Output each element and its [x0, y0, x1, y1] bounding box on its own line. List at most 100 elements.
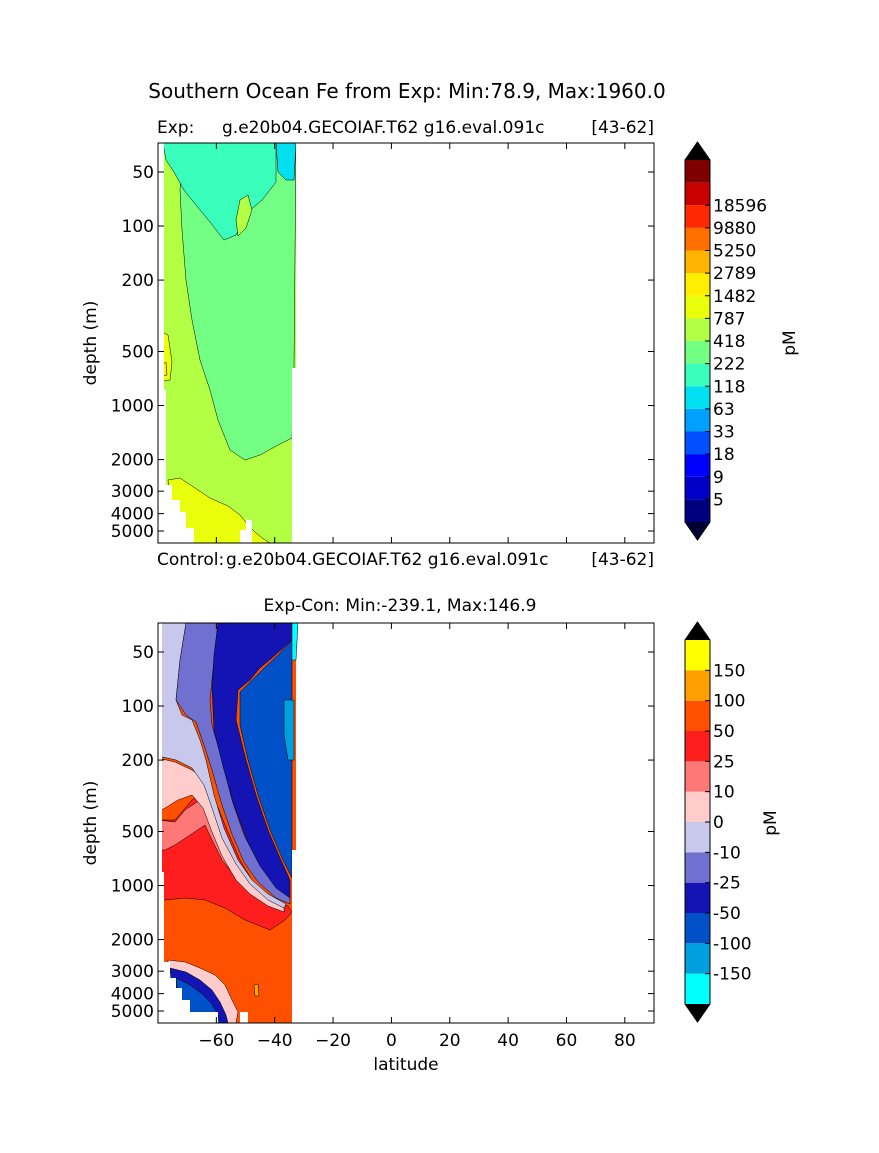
colorbar-tick-label: 5	[713, 490, 724, 510]
y-tick-label: 5000	[111, 522, 154, 542]
y-tick-label: 2000	[111, 451, 154, 471]
bottom-land-mask-east2	[292, 850, 298, 1023]
colorbar-tick-label: 18	[713, 445, 735, 465]
bottom-region-150-spot	[253, 983, 260, 997]
bottom-x-axis: −60 −40 −20 0 20 40 60 80	[198, 623, 636, 1051]
colorbar-tick-label: -50	[713, 904, 741, 924]
top-land-mask-east2	[292, 368, 298, 543]
colorbar-tick-label: 33	[713, 423, 735, 443]
y-tick-label: 500	[122, 343, 154, 363]
colorbar-segment	[685, 973, 710, 1004]
bottom-region-minus10	[158, 623, 287, 909]
colorbar-tick-label: 2789	[713, 264, 756, 284]
colorbar-segment	[685, 822, 710, 853]
top-region-418-small	[235, 194, 253, 237]
x-tick-label: 20	[439, 1031, 461, 1051]
bottom-region-cyan-surface	[291, 623, 299, 661]
y-tick-label: 1000	[111, 397, 154, 417]
bottom-ocean-mask-west	[158, 623, 162, 1023]
y-tick-label: 5000	[111, 1002, 154, 1022]
top-title-left: Exp:	[157, 118, 194, 138]
top-region-118-upper	[162, 143, 277, 241]
top-bathymetry-mask-2	[240, 520, 252, 543]
x-tick-label: 40	[497, 1031, 519, 1051]
colorbar-segment	[685, 670, 710, 701]
x-tick-label: −20	[315, 1031, 351, 1051]
x-tick-label: 60	[556, 1031, 578, 1051]
colorbar-segment	[685, 852, 710, 883]
y-tick-label: 3000	[111, 482, 154, 502]
colorbar-segment	[685, 295, 710, 319]
colorbar-tick-label: 63	[713, 400, 735, 420]
figure-title: Southern Ocean Fe from Exp: Min:78.9, Ma…	[148, 79, 665, 103]
colorbar-segment	[685, 182, 710, 206]
y-tick-label: 2000	[111, 931, 154, 951]
top-bathymetry-mask	[158, 390, 194, 543]
top-ylabel: depth (m)	[81, 301, 101, 386]
top-land-mask-east	[296, 143, 654, 543]
y-tick-label: 50	[132, 643, 154, 663]
colorbar-tick-label: 9	[713, 468, 724, 488]
colorbar-segment	[685, 913, 710, 944]
colorbar-tick-label: 100	[713, 692, 745, 712]
colorbar-segment	[685, 700, 710, 731]
colorbar-segment	[685, 205, 710, 228]
colorbar-segment	[685, 476, 710, 500]
top-title-center: g.e20b04.GECOIAF.T62 g16.eval.091c	[222, 118, 544, 138]
colorbar-tick-label: 50	[713, 722, 735, 742]
colorbar-segment	[685, 318, 710, 341]
colorbar-segment	[685, 250, 710, 274]
control-label: Control:	[157, 550, 224, 570]
bottom-colorbar-label: pM	[761, 810, 781, 835]
top-title-right: [43-62]	[591, 118, 654, 138]
colorbar-tick-label: 5250	[713, 242, 756, 262]
bottom-land-mask-east	[298, 623, 654, 1023]
colorbar-tick-label: 418	[713, 332, 745, 352]
x-tick-label: −60	[198, 1031, 234, 1051]
colorbar-segment	[685, 431, 710, 455]
colorbar-segment	[685, 454, 710, 477]
bottom-bathymetry-mask	[158, 872, 218, 1023]
y-tick-label: 100	[122, 217, 154, 237]
colorbar-tick-label: 0	[713, 813, 724, 833]
control-run-name: g.e20b04.GECOIAF.T62 g16.eval.091c	[226, 550, 548, 570]
bottom-xlabel: latitude	[373, 1055, 438, 1075]
colorbar-segment	[685, 408, 710, 432]
y-tick-label: 1000	[111, 877, 154, 897]
colorbar-segment	[685, 943, 710, 974]
top-ocean-mask-west	[158, 143, 164, 543]
bottom-region-minus100	[239, 639, 293, 879]
top-colorbar-label: pM	[780, 330, 800, 355]
colorbar-tick-label: 18596	[713, 196, 767, 216]
colorbar-tick-label: -10	[713, 843, 741, 863]
colorbar-segment	[685, 731, 710, 762]
x-tick-label: −40	[257, 1031, 293, 1051]
colorbar-tick-label: 10	[713, 783, 735, 803]
bottom-region-minus25	[175, 623, 291, 905]
control-years: [43-62]	[591, 550, 654, 570]
colorbar-segment	[685, 882, 710, 913]
y-tick-label: 200	[122, 751, 154, 771]
colorbar-tick-label: -25	[713, 874, 741, 894]
colorbar-tick-label: 150	[713, 661, 745, 681]
top-region-63-surface	[275, 143, 297, 181]
colorbar-segment	[685, 386, 710, 409]
colorbar-segment	[685, 761, 710, 792]
colorbar-segment	[685, 160, 710, 183]
y-tick-label: 100	[122, 697, 154, 717]
colorbar-segment	[685, 499, 710, 522]
y-tick-label: 4000	[111, 985, 154, 1005]
y-tick-label: 50	[132, 163, 154, 183]
colorbar-segment	[685, 640, 710, 671]
bottom-region-minus50	[211, 623, 293, 899]
colorbar-tick-label: 118	[713, 377, 745, 397]
top-x-axis-ticks	[215, 143, 626, 543]
colorbar-tick-label: 1482	[713, 287, 756, 307]
x-tick-label: 0	[386, 1031, 397, 1051]
bottom-bathymetry-mask-2	[240, 1012, 248, 1023]
